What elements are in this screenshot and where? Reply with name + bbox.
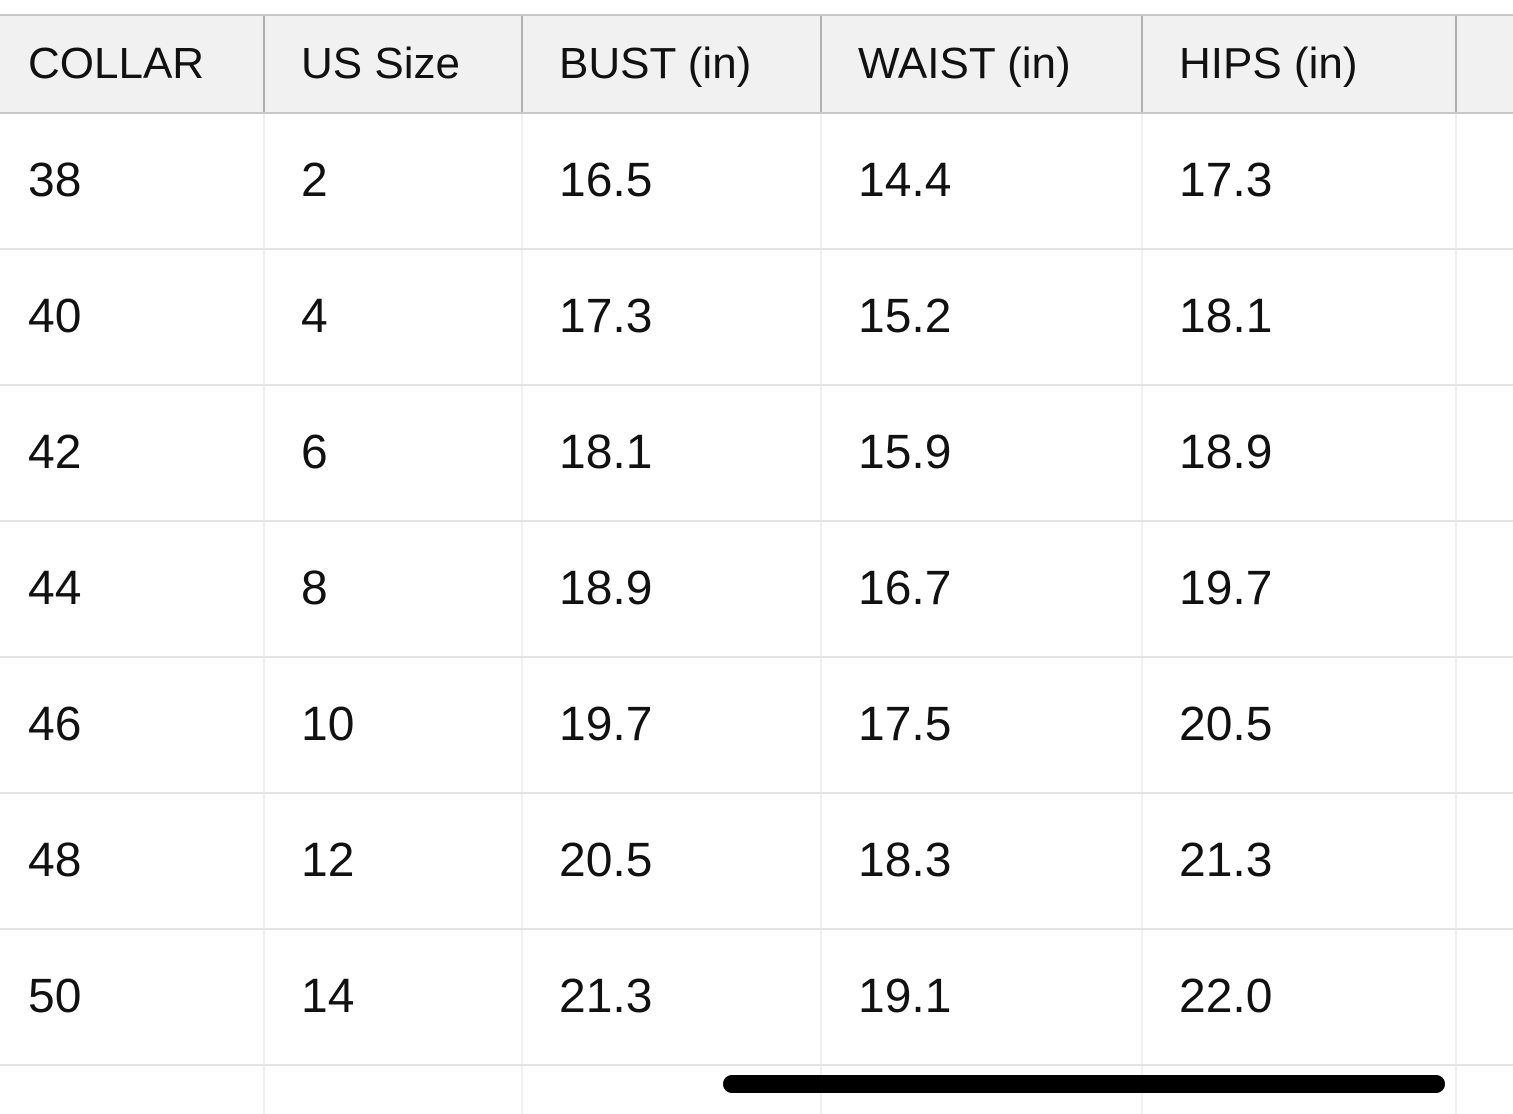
cell-waist: 17.5 [820,657,1142,794]
column-header-cutoff [1455,14,1513,114]
cell-collar: 50 [0,929,264,1066]
table-row: 46 10 19.7 17.5 20.5 [0,657,1513,794]
table-row: 50 14 21.3 19.1 22.0 [0,929,1513,1066]
cell-bust: 20.5 [521,793,821,930]
size-chart-scroll-area[interactable]: COLLAR US Size BUST (in) WAIST (in) HIPS… [0,14,1513,1114]
column-header-hips: HIPS (in) [1141,14,1456,114]
size-chart-table: COLLAR US Size BUST (in) WAIST (in) HIPS… [0,14,1513,1114]
cell-collar: 48 [0,793,264,930]
cell-hips: 22.0 [1141,929,1456,1066]
cell-us-size: 14 [263,929,522,1066]
header-row: COLLAR US Size BUST (in) WAIST (in) HIPS… [0,14,1513,114]
cell-hips: 20.5 [1141,657,1456,794]
cell-bust: 21.3 [521,929,821,1066]
cell-cutoff [1455,249,1513,386]
cell-empty [0,1065,264,1114]
cell-waist: 15.9 [820,385,1142,522]
cell-empty [263,1065,522,1114]
cell-hips: 19.7 [1141,521,1456,658]
cell-waist: 16.7 [820,521,1142,658]
cell-empty [521,1065,821,1114]
table-row: 42 6 18.1 15.9 18.9 [0,385,1513,522]
cell-cutoff [1455,113,1513,250]
cell-collar: 40 [0,249,264,386]
cell-cutoff [1455,385,1513,522]
cell-hips: 18.9 [1141,385,1456,522]
cell-hips: 18.1 [1141,249,1456,386]
column-header-collar: COLLAR [0,14,264,114]
cell-us-size: 2 [263,113,522,250]
column-header-waist: WAIST (in) [820,14,1142,114]
cell-us-size: 4 [263,249,522,386]
cell-bust: 18.1 [521,385,821,522]
cell-waist: 19.1 [820,929,1142,1066]
cell-bust: 18.9 [521,521,821,658]
cell-waist: 15.2 [820,249,1142,386]
column-header-bust: BUST (in) [521,14,821,114]
cell-waist: 14.4 [820,113,1142,250]
table-row: 38 2 16.5 14.4 17.3 [0,113,1513,250]
table-row: 44 8 18.9 16.7 19.7 [0,521,1513,658]
cell-collar: 38 [0,113,264,250]
cell-bust: 17.3 [521,249,821,386]
cell-us-size: 10 [263,657,522,794]
cell-bust: 19.7 [521,657,821,794]
table-row: 48 12 20.5 18.3 21.3 [0,793,1513,930]
cell-empty [1455,1065,1513,1114]
cell-waist: 18.3 [820,793,1142,930]
cell-us-size: 8 [263,521,522,658]
column-header-us-size: US Size [263,14,522,114]
cell-collar: 44 [0,521,264,658]
cell-hips: 21.3 [1141,793,1456,930]
horizontal-scroll-indicator[interactable] [723,1075,1445,1093]
cell-cutoff [1455,793,1513,930]
cell-hips: 17.3 [1141,113,1456,250]
cell-cutoff [1455,521,1513,658]
cell-cutoff [1455,657,1513,794]
table-row: 40 4 17.3 15.2 18.1 [0,249,1513,386]
cell-collar: 46 [0,657,264,794]
cell-bust: 16.5 [521,113,821,250]
cell-cutoff [1455,929,1513,1066]
cell-us-size: 12 [263,793,522,930]
cell-collar: 42 [0,385,264,522]
cell-us-size: 6 [263,385,522,522]
